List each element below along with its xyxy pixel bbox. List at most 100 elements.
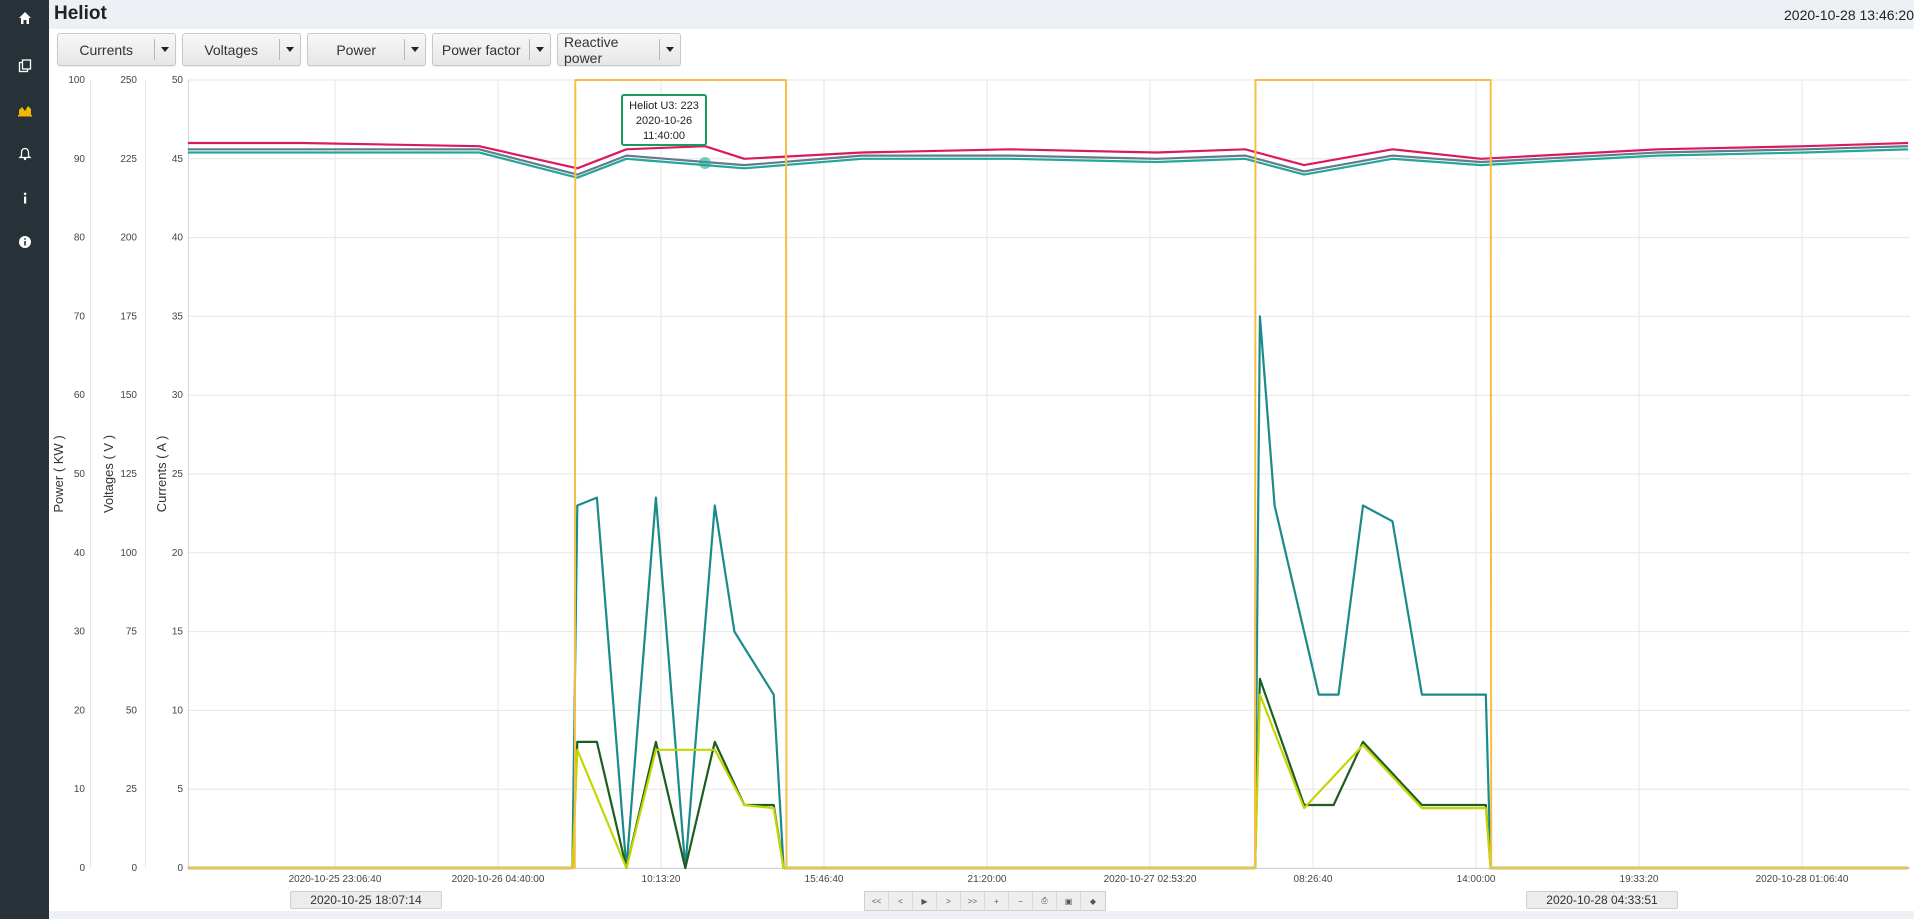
series-line-5	[187, 693, 1909, 870]
play-icon[interactable]: ▶	[913, 892, 937, 910]
current-datetime: 2020-10-28 13:46:20	[1784, 7, 1914, 23]
currents-button[interactable]: Currents	[79, 41, 134, 58]
chevron-down-icon	[161, 47, 170, 52]
voltage-axis-tick-label: 50	[126, 705, 138, 716]
home-icon[interactable]	[0, 0, 49, 36]
power-factor-button[interactable]: Power factor	[441, 41, 521, 58]
print-icon[interactable]: ⎙	[1033, 892, 1057, 910]
zoom-in-icon[interactable]: +	[985, 892, 1009, 910]
power-axis-tick-label: 90	[74, 154, 86, 165]
current-axis-tick-label: 20	[172, 548, 184, 559]
first-icon[interactable]: <<	[865, 892, 889, 910]
series-line-3	[187, 315, 1909, 870]
tooltip-series: Heliot U3: 223	[629, 100, 699, 112]
chevron-down-icon	[411, 47, 420, 52]
range-start-field[interactable]: 2020-10-25 18:07:14	[290, 891, 442, 909]
power-axis-tick-label: 10	[74, 784, 86, 795]
power-axis-title: Power ( KW )	[51, 435, 66, 512]
current-axis-tick-label: 50	[172, 75, 184, 86]
power-axis-tick-label: 50	[74, 469, 86, 480]
power-axis-tick-label: 0	[79, 863, 85, 874]
info-circle-icon[interactable]	[0, 224, 49, 260]
prev-icon[interactable]: <	[889, 892, 913, 910]
power-axis-tick-label: 40	[74, 548, 86, 559]
range-end-field[interactable]: 2020-10-28 04:33:51	[1526, 891, 1678, 909]
chevron-down-icon	[536, 47, 545, 52]
voltages-button-group: Voltages	[182, 33, 301, 66]
area-chart-icon[interactable]	[0, 92, 49, 128]
power-axis-tick-label: 100	[68, 75, 85, 86]
chart-tooltip: Heliot U3: 223 2020-10-26 11:40:00	[621, 94, 707, 146]
power-axis-tick-label: 30	[74, 627, 86, 638]
reactive-power-button-group: Reactive power	[557, 33, 681, 66]
voltages-dropdown-toggle[interactable]	[279, 39, 300, 60]
power-factor-button-group: Power factor	[432, 33, 551, 66]
save-icon[interactable]: ▣	[1057, 892, 1081, 910]
info-icon[interactable]	[0, 180, 49, 216]
header-bar: Heliot 2020-10-28 13:46:20	[49, 0, 1914, 29]
voltage-axis-tick-label: 125	[120, 469, 137, 480]
x-axis-tick-label: 08:26:40	[1294, 874, 1333, 885]
last-icon[interactable]: >>	[961, 892, 985, 910]
power-button-group: Power	[307, 33, 426, 66]
bottom-strip	[49, 911, 1914, 919]
current-axis-title: Currents ( A )	[154, 436, 169, 513]
current-axis-tick-label: 45	[172, 154, 184, 165]
voltage-axis-tick-label: 150	[120, 390, 137, 401]
x-axis-tick-label: 15:46:40	[805, 874, 844, 885]
series-line-0	[187, 141, 1909, 170]
voltage-axis-tick-label: 200	[120, 233, 137, 244]
current-axis-tick-label: 25	[172, 469, 184, 480]
chart-axes: Power ( KW ) Voltages ( V ) Currents ( A…	[51, 75, 1910, 885]
power-axis-tick-label: 60	[74, 390, 86, 401]
x-axis-tick-label: 21:20:00	[968, 874, 1007, 885]
copy-icon[interactable]	[0, 48, 49, 84]
voltage-axis-title: Voltages ( V )	[101, 435, 116, 513]
voltage-axis-tick-label: 0	[131, 863, 137, 874]
current-axis-tick-label: 35	[172, 311, 184, 322]
chart-grid	[90, 79, 1910, 869]
voltage-axis-tick-label: 175	[120, 311, 137, 322]
series-line-4	[187, 677, 1909, 870]
x-axis-tick-label: 14:00:00	[1457, 874, 1496, 885]
bell-icon[interactable]	[0, 136, 49, 172]
power-axis-tick-label: 80	[74, 233, 86, 244]
series-line-1	[187, 145, 1909, 176]
voltage-axis-tick-label: 100	[120, 548, 137, 559]
voltages-button[interactable]: Voltages	[204, 41, 259, 58]
power-factor-dropdown-toggle[interactable]	[529, 39, 550, 60]
power-axis-tick-label: 20	[74, 705, 86, 716]
x-axis-tick-label: 2020-10-27 02:53:20	[1104, 874, 1197, 885]
power-button[interactable]: Power	[336, 41, 377, 58]
current-axis-tick-label: 30	[172, 390, 184, 401]
chart-series	[187, 79, 1909, 870]
sidebar	[0, 0, 49, 919]
chart-marker	[699, 157, 711, 169]
voltage-axis-tick-label: 75	[126, 627, 138, 638]
reactive-power-button[interactable]: Reactive power	[564, 33, 619, 66]
chevron-down-icon	[666, 47, 675, 52]
series-toolbar: Currents Voltages Power Power factor Rea…	[57, 33, 681, 67]
current-axis-tick-label: 40	[172, 233, 184, 244]
x-axis-tick-label: 2020-10-28 01:06:40	[1756, 874, 1849, 885]
power-axis-tick-label: 70	[74, 311, 86, 322]
series-line-2	[187, 148, 1909, 179]
voltage-axis-tick-label: 250	[120, 75, 137, 86]
power-dropdown-toggle[interactable]	[404, 39, 425, 60]
current-axis-tick-label: 0	[177, 863, 183, 874]
tag-icon[interactable]: ◆	[1089, 896, 1097, 906]
tooltip-date: 2020-10-26	[635, 115, 693, 127]
hover-point-marker	[699, 157, 711, 169]
reactive-power-dropdown-toggle[interactable]	[659, 39, 680, 60]
tooltip-time: 11:40:00	[642, 130, 685, 142]
zoom-out-icon[interactable]: −	[1009, 892, 1033, 910]
currents-button-group: Currents	[57, 33, 176, 66]
current-axis-tick-label: 15	[172, 627, 184, 638]
current-axis-tick-label: 5	[177, 784, 183, 795]
x-axis-tick-label: 10:13:20	[642, 874, 681, 885]
currents-dropdown-toggle[interactable]	[154, 39, 175, 60]
current-axis-tick-label: 10	[172, 705, 184, 716]
next-icon[interactable]: >	[937, 892, 961, 910]
chevron-down-icon	[286, 47, 295, 52]
